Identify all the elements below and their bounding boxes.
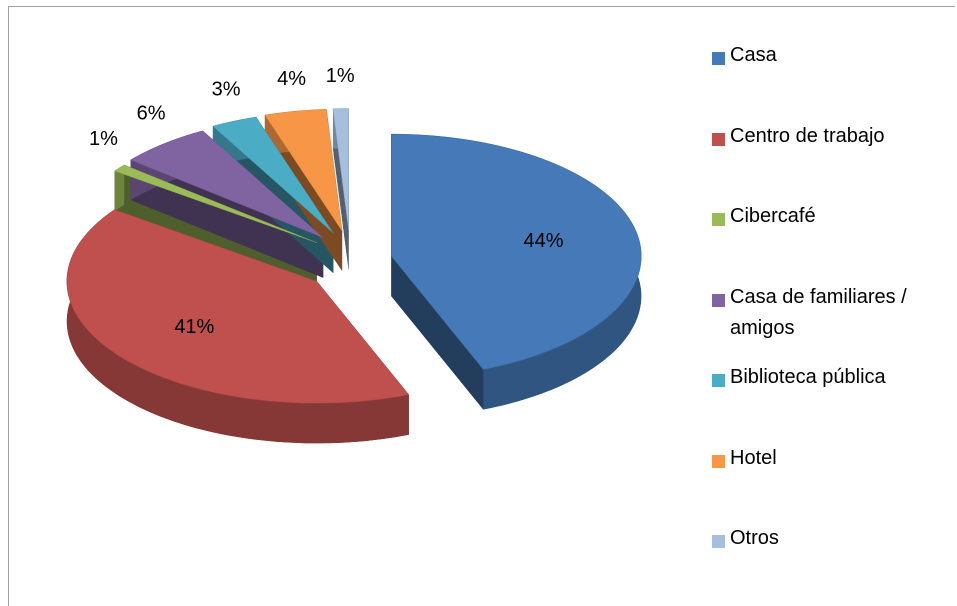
- slice: [212, 116, 334, 234]
- legend-swatch: [712, 213, 725, 226]
- slice: [332, 108, 349, 231]
- data-label: 41%: [174, 316, 214, 338]
- data-label: 44%: [523, 230, 563, 252]
- legend-item: Cibercafé: [712, 205, 957, 232]
- data-label: 4%: [277, 68, 306, 90]
- legend-label: Casa: [730, 44, 777, 66]
- legend-item: Biblioteca pública: [712, 366, 957, 393]
- legend-item: Centro de trabajo: [712, 125, 957, 152]
- data-label: 1%: [326, 65, 355, 87]
- legend-item: Otros: [712, 527, 957, 554]
- slice: [264, 109, 343, 232]
- legend-label: Centro de trabajo: [730, 124, 885, 147]
- slice: [130, 130, 324, 238]
- data-label: 1%: [89, 128, 118, 150]
- legend-swatch: [712, 374, 725, 387]
- legend-label: Hotel: [730, 446, 777, 469]
- legend-swatch: [712, 132, 725, 146]
- legend-label: Otros: [730, 527, 779, 549]
- slice: [66, 209, 410, 404]
- legend-item: Casa: [712, 44, 957, 71]
- legend-label: Cibercafé: [730, 205, 816, 227]
- legend-item: Hotel: [712, 447, 957, 474]
- legend-item: Casa de familiares / amigos: [712, 286, 957, 344]
- slice-side: [332, 108, 349, 271]
- slice: [391, 133, 642, 370]
- data-label: 3%: [212, 78, 241, 100]
- slice-wall: [114, 164, 125, 211]
- legend-swatch: [712, 52, 725, 65]
- legend-swatch: [712, 293, 725, 307]
- slice: [114, 164, 317, 243]
- legend-label: Casa de familiares / amigos: [730, 285, 907, 339]
- legend-label: Biblioteca pública: [730, 366, 886, 388]
- slice-side: [391, 256, 484, 410]
- chart-frame: [8, 6, 955, 606]
- data-label: 6%: [137, 102, 166, 124]
- legend-swatch: [712, 535, 725, 548]
- legend-swatch: [712, 454, 725, 468]
- slice-wall: [66, 209, 409, 444]
